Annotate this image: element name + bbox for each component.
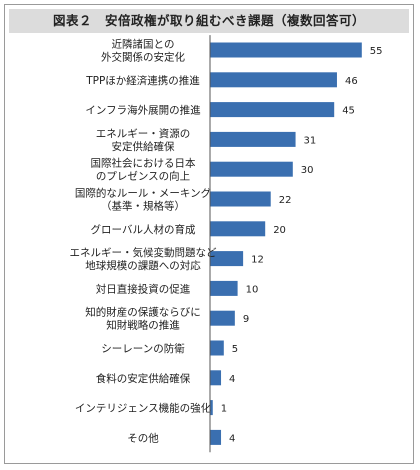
bar (210, 340, 224, 356)
category-label: 近隣諸国との (112, 38, 175, 51)
category-label: 対日直接投資の促進 (96, 282, 191, 295)
category-label: 知的財産の保護ならびに (85, 306, 201, 319)
bar (210, 400, 213, 416)
data-label: 1 (221, 404, 227, 415)
category-label: エネルギー・気候変動問題など (70, 246, 217, 259)
bar (210, 161, 293, 177)
data-label: 20 (273, 225, 286, 236)
category-label: 食料の安定供給確保 (96, 372, 191, 385)
data-label: 4 (229, 433, 235, 444)
category-label: のプレゼンスの向上 (96, 170, 190, 183)
data-label: 22 (279, 195, 292, 206)
category-label: その他 (127, 431, 159, 444)
bar (210, 102, 335, 118)
data-label: 12 (251, 255, 264, 266)
data-label: 4 (229, 374, 235, 385)
category-label: 地球規模の課題への対応 (85, 259, 201, 272)
data-label: 45 (342, 106, 355, 117)
data-label: 9 (243, 314, 249, 325)
data-label: 10 (246, 284, 259, 295)
bar (210, 42, 362, 58)
data-label: 31 (304, 135, 317, 146)
data-label: 30 (301, 165, 314, 176)
bar (210, 370, 222, 386)
category-label: （基準・規格等） (101, 200, 185, 213)
bar (210, 280, 238, 296)
bar (210, 72, 337, 88)
data-label: 46 (345, 76, 358, 87)
data-label: 55 (370, 46, 383, 57)
bar (210, 251, 244, 267)
category-label: シーレーンの防衛 (101, 342, 185, 355)
bar (210, 221, 266, 237)
category-label: グローバル人材の育成 (91, 223, 196, 236)
bar (210, 310, 235, 326)
chart-title: 図表２ 安倍政権が取り組むべき課題（複数回答可） (52, 13, 365, 28)
category-label: 国際的なルール・メーキング (75, 187, 212, 200)
bar (210, 131, 296, 147)
bar (210, 191, 271, 207)
category-label: 国際社会における日本 (91, 157, 196, 170)
category-label: TPPほか経済連携の推進 (85, 74, 200, 87)
title-bar: 図表２ 安倍政権が取り組むべき課題（複数回答可） (9, 9, 409, 33)
category-label: 安定供給確保 (112, 140, 175, 153)
category-label: インテリジェンス機能の強化 (75, 402, 212, 415)
category-label: インフラ海外展開の推進 (85, 104, 201, 117)
chart-frame: 図表２ 安倍政権が取り組むべき課題（複数回答可） (4, 4, 414, 464)
category-label: 外交関係の安定化 (101, 51, 185, 64)
category-label: エネルギー・資源の (96, 127, 191, 140)
bar (210, 429, 222, 445)
category-label: 知財戦略の推進 (106, 319, 180, 332)
data-label: 5 (232, 344, 238, 355)
